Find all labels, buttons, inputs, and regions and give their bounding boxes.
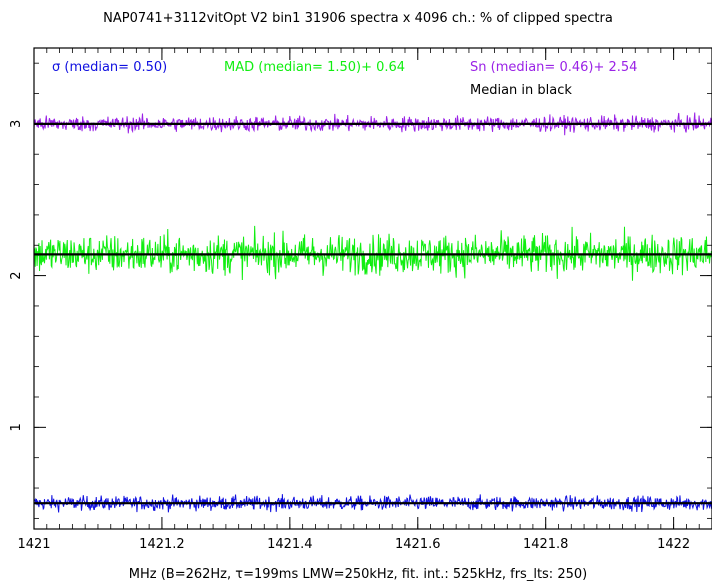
x-tick-label: 1421.2 (139, 537, 185, 552)
legend: σ (median= 0.50) MAD (median= 1.50)+ 0.6… (52, 60, 637, 98)
legend-entry-sigma: σ (median= 0.50) (52, 60, 167, 75)
x-tick-label: 1421.8 (523, 537, 569, 552)
legend-entry-mad: MAD (median= 1.50)+ 0.64 (224, 60, 405, 75)
y-tick-label: 3 (9, 120, 24, 128)
chart-title: NAP0741+3112vitOpt V2 bin1 31906 spectra… (103, 11, 613, 26)
y-tick-label: 1 (9, 423, 24, 431)
x-tick-label: 1421 (17, 537, 50, 552)
y-axis: 1 2 3 (9, 62, 712, 519)
plot-frame (33, 47, 712, 530)
median-layer (34, 122, 712, 505)
x-axis-label: MHz (B=262Hz, τ=199ms LMW=250kHz, fit. i… (129, 567, 587, 582)
series-line-2 (33, 112, 712, 136)
x-tick-label: 1422 (657, 537, 690, 552)
x-tick-label: 1421.6 (395, 537, 441, 552)
x-tick-label: 1421.4 (267, 537, 313, 552)
x-axis: 1421 1421.2 1421.4 1421.6 1421.8 1422 (17, 48, 712, 552)
legend-entry-sn: Sn (median= 0.46)+ 2.54 (470, 60, 637, 75)
series-layer (33, 112, 712, 513)
series-line-1 (33, 225, 712, 281)
y-tick-label: 2 (9, 271, 24, 279)
legend-entry-median: Median in black (470, 83, 572, 98)
